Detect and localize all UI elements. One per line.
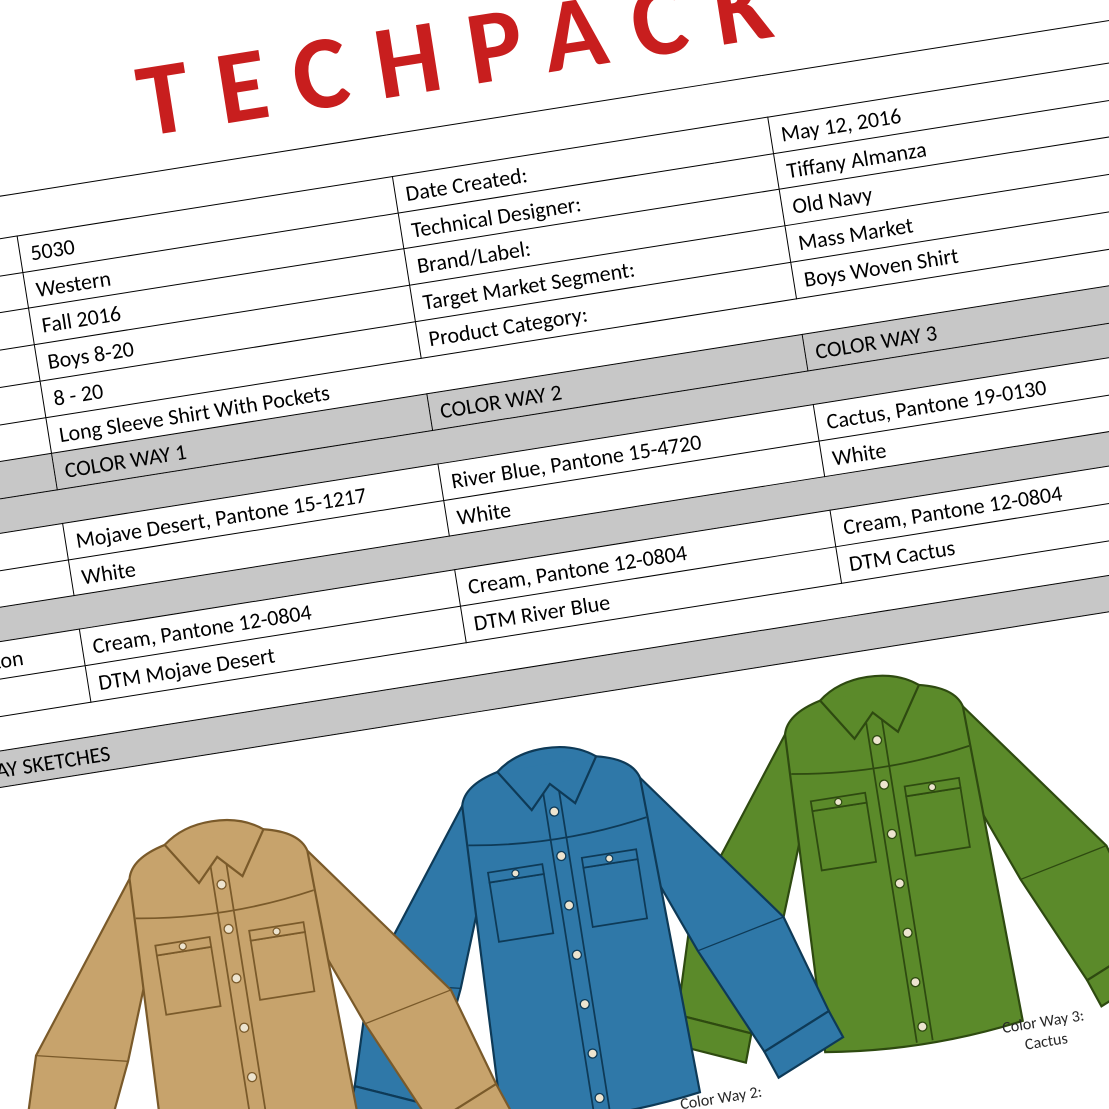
shirt-sketch-1 xyxy=(0,744,541,1109)
shirt-icon xyxy=(0,744,541,1109)
techpack-sheet: TECHPACK R WAYS mber: 5030 Date Created:… xyxy=(0,0,1109,1109)
page-canvas: TECHPACK R WAYS mber: 5030 Date Created:… xyxy=(0,0,1109,1109)
